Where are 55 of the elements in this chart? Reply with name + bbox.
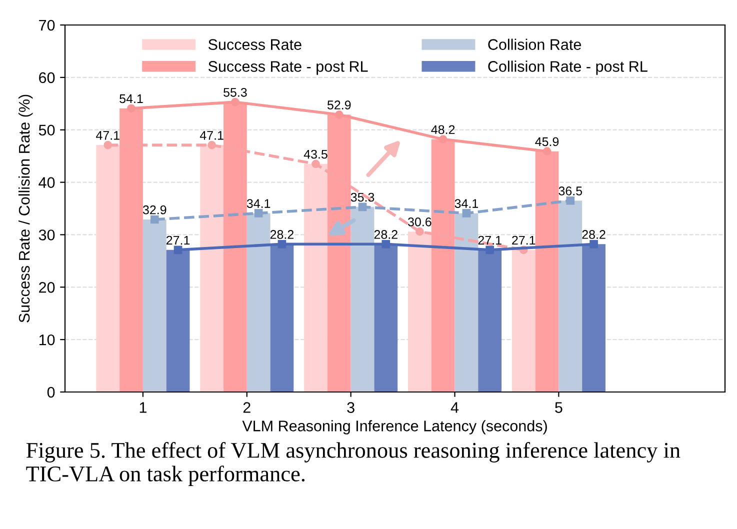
y-tick-label: 10: [39, 334, 55, 346]
data-label: 55.3: [224, 88, 247, 97]
bar: [200, 145, 224, 392]
legend-label: Success Rate: [208, 39, 302, 50]
y-tick-label: 60: [39, 72, 55, 84]
x-axis-title: VLM Reasoning Inference Latency (seconds): [242, 420, 547, 434]
data-label: 34.1: [246, 199, 270, 208]
data-label: 54.1: [120, 94, 143, 104]
bar: [374, 244, 398, 392]
bar: [304, 164, 328, 392]
y-axis-title: Success Rate / Collision Rate (%): [18, 94, 33, 322]
data-label: 35.3: [350, 192, 374, 202]
caption: Figure 5. The effect of VLM asynchronous reasoning inference latency in TIC-VLA on task performance.: [26, 442, 680, 486]
x-tick-label: 3: [347, 402, 354, 413]
x-tick-label: 4: [450, 402, 459, 413]
data-label: 52.9: [327, 100, 351, 110]
y-tick-label: 40: [38, 177, 55, 188]
data-label: 43.5: [304, 150, 328, 159]
bar: [270, 244, 294, 392]
y-tick-label: 0: [47, 386, 55, 398]
y-tick-label: 20: [39, 282, 55, 293]
data-label: 47.1: [96, 131, 120, 140]
y-tick-label: 70: [39, 20, 55, 31]
data-label: 28.2: [374, 230, 398, 239]
x-tick-label: 1: [140, 402, 146, 413]
bar: [166, 250, 190, 392]
data-label: 28.2: [582, 230, 606, 239]
bar: [408, 232, 432, 392]
y-tick-label: 30: [38, 230, 55, 240]
legend-label: Success Rate - post RL: [208, 61, 368, 75]
y-tick-label: 50: [38, 124, 55, 136]
bar: [96, 145, 120, 392]
bar: [142, 220, 166, 392]
bar: [246, 213, 270, 392]
data-label: 27.1: [512, 236, 536, 245]
data-label: 45.9: [535, 137, 559, 146]
bar: [454, 213, 478, 392]
x-tick-label: 2: [243, 402, 250, 413]
data-label: 32.9: [142, 205, 166, 214]
data-label: 30.6: [408, 217, 432, 226]
data-label: 48.2: [431, 125, 455, 134]
data-label: 27.1: [166, 236, 190, 245]
x-tick-label: 5: [555, 402, 562, 413]
bar: [512, 250, 536, 392]
data-label: 36.5: [558, 186, 582, 196]
bar: [478, 250, 502, 392]
data-label: 34.1: [454, 199, 478, 208]
legend-label: Collision Rate - post RL: [488, 60, 648, 75]
data-label: 47.1: [200, 131, 224, 140]
data-label: 28.2: [270, 230, 294, 239]
bar: [582, 244, 606, 392]
bar: [558, 200, 582, 392]
data-label: 27.1: [478, 236, 502, 245]
legend-label: Collision Rate: [488, 38, 582, 50]
bar: [350, 206, 374, 392]
